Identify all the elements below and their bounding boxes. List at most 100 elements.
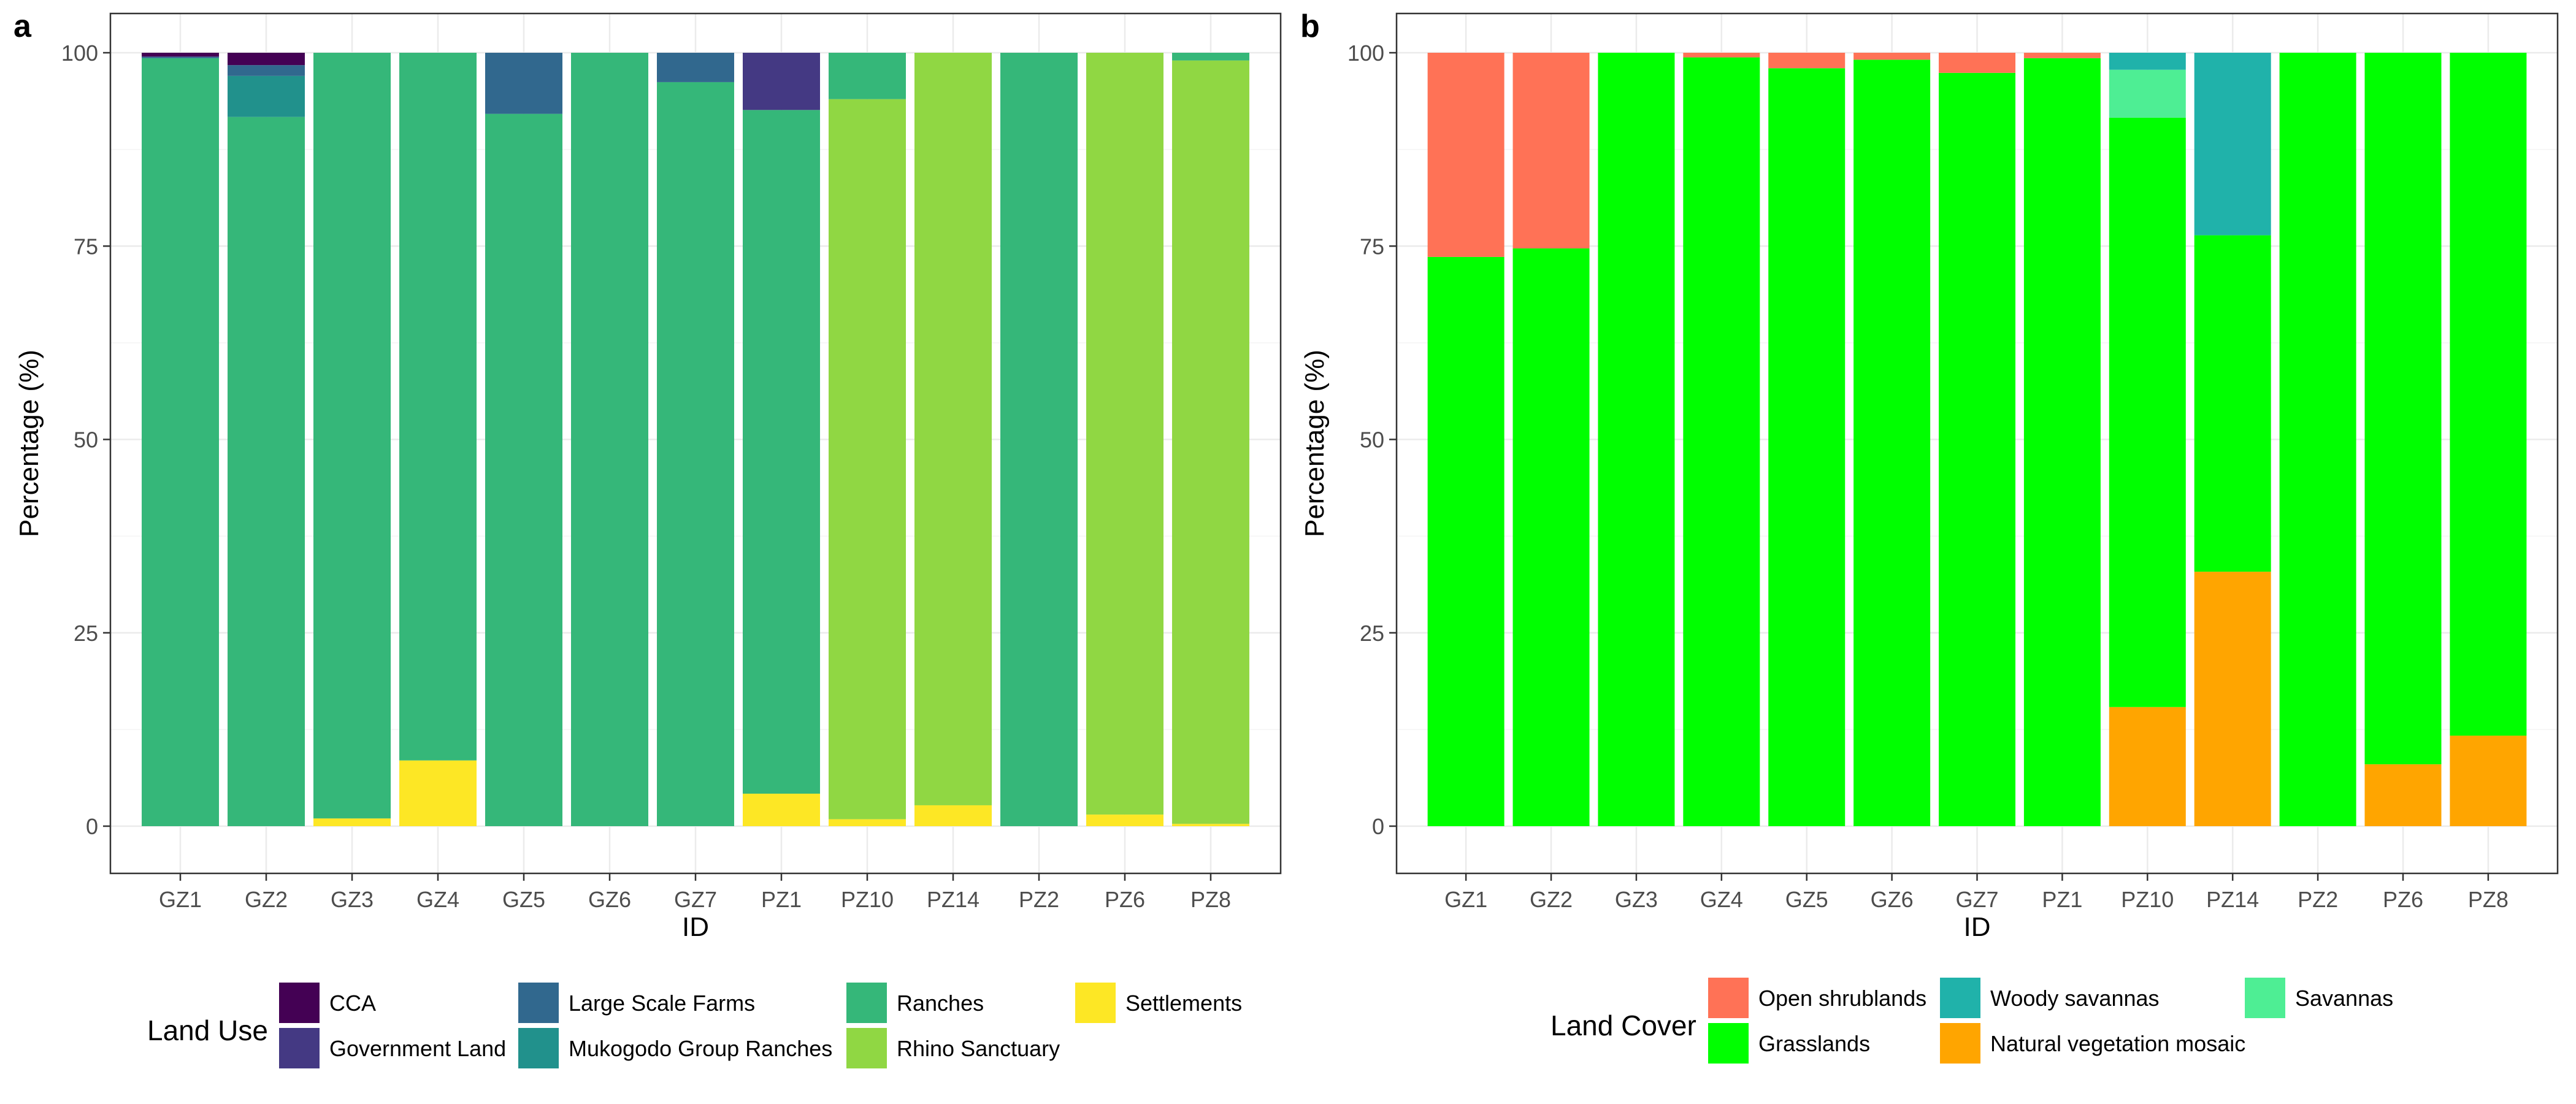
- panel-b-legend-key-grasslands: [1708, 1023, 1749, 1064]
- panel-a-tag: a: [13, 9, 32, 44]
- panel-a-bar-gz7-large-scale-farms: [657, 53, 734, 82]
- panel-a-x-tick-label-pz1: PZ1: [761, 887, 802, 912]
- panel-a-bars: [142, 53, 1249, 827]
- panel-b-legend-key-natural-vegetation-mosaic: [1940, 1023, 1980, 1064]
- panel-a-bar-gz6-ranches: [571, 53, 649, 826]
- panel-a-bar-gz1-cca: [142, 53, 220, 57]
- panel-b-bar-gz2-open-shrublands: [1512, 53, 1590, 249]
- panel-a-x-tick-label-pz6: PZ6: [1105, 887, 1145, 912]
- panel-b-bar-gz6-open-shrublands: [1853, 53, 1931, 60]
- panel-a-bar-pz8-rhino-sanctuary: [1171, 60, 1249, 824]
- panel-b-bar-gz2-grasslands: [1512, 248, 1590, 827]
- panel-b-bars: [1427, 53, 2527, 827]
- panel-a-bar-pz8-settlements: [1171, 824, 1249, 826]
- panel-a-legend-label-ranches: Ranches: [897, 991, 984, 1016]
- panel-b-bar-pz10-grasslands: [2109, 117, 2186, 707]
- panel-a-x-tick-label-gz7: GZ7: [674, 887, 717, 912]
- panel-a-bar-gz2-mukogodo-group-ranches: [228, 75, 305, 117]
- panel-b-bar-gz3-grasslands: [1598, 53, 1675, 826]
- panel-a-legend: Land Use CCA Large Scale Farms Ranches Settl…: [147, 983, 1242, 1068]
- panel-b-legend-key-open-shrublands: [1708, 978, 1749, 1018]
- panel-a-legend-key-cca: [279, 983, 320, 1023]
- panel-a-x-tick-label-gz2: GZ2: [245, 887, 288, 912]
- panel-a-y-tick-label: 25: [74, 621, 98, 646]
- panel-b-bar-gz5-grasslands: [1768, 68, 1846, 827]
- panel-a-y-tick-label: 100: [61, 40, 98, 66]
- panel-a-legend-title: Land Use: [147, 1014, 268, 1046]
- panel-b-x-tick-label-gz2: GZ2: [1530, 887, 1573, 912]
- panel-b-x-axis-title: ID: [1964, 912, 1991, 942]
- panel-a-bar-pz10-rhino-sanctuary: [828, 99, 906, 819]
- panel-a-legend-key-settlements: [1075, 983, 1116, 1023]
- panel-a-x-tick-label-pz14: PZ14: [927, 887, 979, 912]
- panel-a-x-tick-label-gz6: GZ6: [588, 887, 631, 912]
- panel-b-x-tick-label-pz10: PZ10: [2121, 887, 2174, 912]
- panel-a-legend-label-settlements: Settlements: [1125, 991, 1242, 1016]
- panel-a-y-axis-title: Percentage (%): [14, 350, 44, 537]
- panel-a-legend-key-large-scale-farms: [518, 983, 559, 1023]
- panel-b-bar-pz1-grasslands: [2023, 58, 2101, 826]
- panel-a-x-axis-title: ID: [682, 912, 709, 942]
- panel-b-legend-key-woody-savannas: [1940, 978, 1980, 1018]
- panel-a-bar-pz14-settlements: [914, 805, 992, 826]
- panel-a-legend-label-cca: CCA: [329, 991, 376, 1016]
- panel-a-legend-key-rhino-sanctuary: [846, 1028, 887, 1068]
- panel-a-bar-gz3-ranches: [313, 53, 391, 819]
- panel-a-legend-label-mukogodo-group-ranches: Mukogodo Group Ranches: [569, 1036, 832, 1061]
- panel-b-x-axis: GZ1 GZ2 GZ3 GZ4 GZ5 GZ6 GZ7 PZ1 PZ10 PZ14 PZ2 PZ6 PZ…: [1444, 873, 2509, 912]
- panel-b-legend-label-open-shrublands: Open shrublands: [1758, 986, 1926, 1011]
- panel-a-x-tick-label-gz5: GZ5: [502, 887, 545, 912]
- panel-a-bar-pz6-settlements: [1086, 815, 1163, 826]
- panel-b-bar-gz7-grasslands: [1938, 72, 2016, 826]
- panel-a-y-tick-label: 0: [86, 814, 98, 839]
- panel-b-legend-label-grasslands: Grasslands: [1758, 1031, 1870, 1056]
- panel-a-x-tick-label-gz3: GZ3: [331, 887, 374, 912]
- panel-a-bar-pz1-government-land: [742, 53, 820, 110]
- panel-b-y-tick-label: 75: [1360, 234, 1384, 259]
- panel-a-bar-pz10-settlements: [828, 819, 906, 826]
- panel-b-bar-pz6-grasslands: [2364, 53, 2442, 765]
- panel-a-legend-label-government-land: Government Land: [329, 1036, 506, 1061]
- panel-b-x-tick-label-pz6: PZ6: [2383, 887, 2423, 912]
- panel-a-x-tick-label-pz2: PZ2: [1019, 887, 1059, 912]
- panel-b-legend-label-savannas: Savannas: [2295, 986, 2393, 1011]
- panel-a-legend-label-rhino-sanctuary: Rhino Sanctuary: [897, 1036, 1060, 1061]
- panel-a-bar-gz5-ranches: [485, 113, 563, 826]
- panel-b-bar-pz10-natural-vegetation-mosaic: [2109, 707, 2186, 826]
- panel-b-y-tick-label: 100: [1347, 40, 1384, 66]
- panel-a-bar-gz5-large-scale-farms: [485, 53, 563, 114]
- panel-b-bar-pz2-grasslands: [2279, 53, 2356, 826]
- panel-b-bar-gz4-open-shrublands: [1683, 53, 1760, 58]
- panel-b-x-tick-label-pz14: PZ14: [2206, 887, 2259, 912]
- panel-b-bar-gz6-grasslands: [1853, 59, 1931, 826]
- panel-a-bar-pz1-ranches: [742, 110, 820, 794]
- panel-a-legend-key-mukogodo-group-ranches: [518, 1028, 559, 1068]
- panel-a-bar-pz10-ranches: [828, 53, 906, 99]
- panel-b-bar-pz1-open-shrublands: [2023, 53, 2101, 58]
- panel-a-chart: 0 25 50 75 100 GZ1 GZ2 GZ3 GZ4 GZ5 GZ6 GZ7 PZ1 PZ10 PZ…: [13, 9, 1282, 1068]
- panel-b-legend: Land Cover Open shrublands Woody savannas S…: [1551, 978, 2393, 1064]
- panel-b-bar-pz8-grasslands: [2450, 53, 2527, 736]
- panel-b-bar-gz7-open-shrublands: [1938, 53, 2016, 73]
- panel-b-legend-label-natural-vegetation-mosaic: Natural vegetation mosaic: [1990, 1031, 2245, 1056]
- panel-b-y-tick-label: 50: [1360, 427, 1384, 453]
- panel-b-bar-pz6-natural-vegetation-mosaic: [2364, 764, 2442, 826]
- panel-a-bar-gz3-settlements: [313, 818, 391, 826]
- panel-a-bar-gz1-ranches: [142, 58, 220, 826]
- panel-b-y-tick-label: 25: [1360, 621, 1384, 646]
- panel-b-legend-title: Land Cover: [1551, 1010, 1696, 1041]
- panel-b-x-tick-label-pz2: PZ2: [2298, 887, 2338, 912]
- panel-b-x-tick-label-gz6: GZ6: [1871, 887, 1914, 912]
- panel-b-x-tick-label-gz1: GZ1: [1444, 887, 1487, 912]
- panel-a-x-tick-label-pz10: PZ10: [841, 887, 894, 912]
- panel-b-bar-pz14-woody-savannas: [2194, 53, 2271, 236]
- panel-b-bar-pz14-natural-vegetation-mosaic: [2194, 572, 2271, 826]
- panel-b-bar-pz10-woody-savannas: [2109, 53, 2186, 70]
- panel-a-bar-pz1-settlements: [742, 794, 820, 826]
- panel-a-y-axis: 0 25 50 75 100: [61, 40, 110, 839]
- panel-b-bar-gz4-grasslands: [1683, 57, 1760, 826]
- panel-a-bar-gz4-settlements: [399, 760, 477, 826]
- panel-a-legend-key-government-land: [279, 1028, 320, 1068]
- panel-b-y-axis: 0 25 50 75 100: [1347, 40, 1397, 839]
